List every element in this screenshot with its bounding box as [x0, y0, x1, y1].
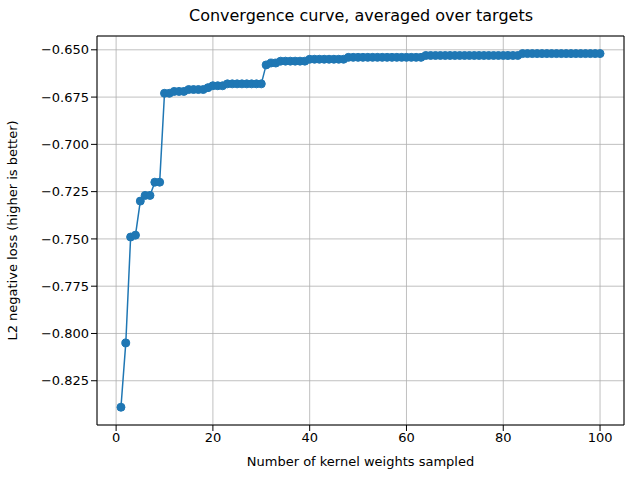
svg-text:Number of kernel weights sampl: Number of kernel weights sampled: [247, 454, 474, 469]
svg-text:−0.750: −0.750: [41, 232, 89, 247]
svg-text:100: 100: [588, 430, 613, 445]
svg-text:20: 20: [205, 430, 222, 445]
svg-text:−0.800: −0.800: [41, 326, 89, 341]
html-text:Convergence curve, averaged ov: Convergence curve, averaged over targets: [189, 6, 533, 25]
svg-text:−0.675: −0.675: [41, 90, 89, 105]
svg-text:−0.725: −0.725: [41, 184, 89, 199]
svg-text:L2 negative loss (higher is be: L2 negative loss (higher is better): [8, 120, 20, 340]
svg-text:−0.650: −0.650: [41, 42, 89, 57]
svg-text:60: 60: [398, 430, 415, 445]
svg-text:40: 40: [301, 430, 318, 445]
svg-text:−0.775: −0.775: [41, 279, 89, 294]
svg-text:−0.825: −0.825: [41, 373, 89, 388]
svg-text:0: 0: [112, 430, 120, 445]
svg-text:−0.700: −0.700: [41, 137, 89, 152]
svg-text:80: 80: [495, 430, 512, 445]
